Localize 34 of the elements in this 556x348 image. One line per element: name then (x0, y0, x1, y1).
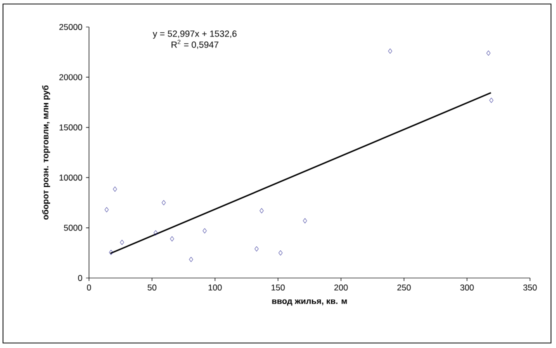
x-axis-title: ввод жилья, кв. м (272, 299, 347, 306)
point (486, 50, 490, 56)
y-tick-label: 15000 (60, 124, 82, 130)
point (202, 228, 207, 234)
point (112, 186, 117, 192)
y-tick-label: 25000 (59, 24, 82, 30)
x-tick-label: 0 (86, 284, 92, 291)
x-tick-label: 50 (148, 284, 156, 291)
point (104, 207, 109, 212)
x-tick-label: 100 (208, 284, 222, 291)
point (260, 208, 264, 214)
annotation: R$^{2}$ = 0,5947 (172, 40, 218, 49)
x-tick-label: 250 (397, 284, 411, 291)
y-tick-label: 20000 (59, 74, 82, 80)
y-axis-title: оборот розн. торговли, млн руб (42, 85, 50, 220)
point (170, 236, 174, 242)
x-tick-label: 200 (334, 284, 348, 291)
point (120, 240, 124, 245)
y-tick-label: 5000 (64, 224, 82, 231)
x-tick-label: 350 (523, 284, 537, 291)
annotation: y = 52,997x + 1532,6 (152, 30, 237, 39)
point (302, 218, 307, 224)
point (154, 230, 158, 236)
x-tick-label: 150 (272, 284, 285, 291)
x-tick-label: 300 (460, 284, 474, 291)
point (489, 98, 494, 103)
y-tick-label: 10000 (60, 174, 82, 181)
point (162, 200, 166, 206)
point (189, 256, 194, 262)
point (109, 250, 114, 255)
point (388, 48, 392, 54)
point (254, 246, 259, 252)
y-tick-label: 0 (78, 275, 82, 281)
point (278, 250, 283, 256)
